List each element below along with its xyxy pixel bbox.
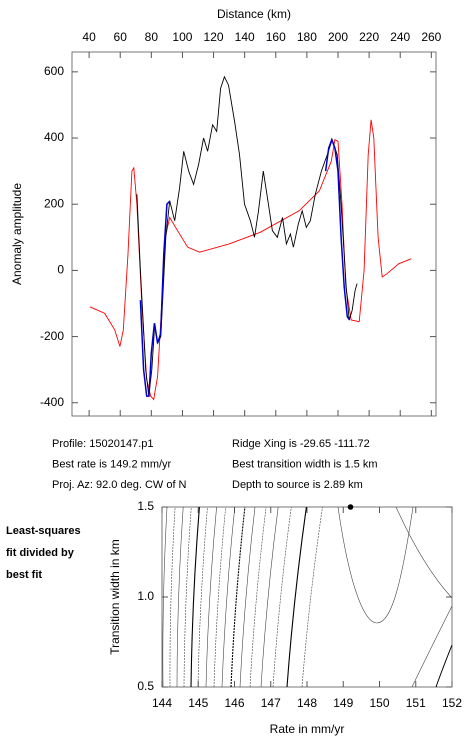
x-tick-label: 40 bbox=[82, 30, 96, 44]
x-tick-label: 140 bbox=[235, 30, 255, 44]
x-tick-label: 151 bbox=[406, 696, 426, 710]
data-line bbox=[324, 137, 351, 321]
x-tick-label: 100 bbox=[172, 30, 192, 44]
contour-line bbox=[169, 506, 176, 688]
x-tick-label: 160 bbox=[266, 30, 286, 44]
contour-line bbox=[435, 644, 453, 688]
annotation: Proj. Az: 92.0 deg. CW of N bbox=[52, 479, 187, 491]
data-line bbox=[139, 200, 171, 397]
y-tick-label: 200 bbox=[44, 196, 64, 210]
data-line bbox=[136, 75, 358, 397]
contour-line bbox=[197, 506, 208, 688]
x-tick-label: 150 bbox=[369, 696, 389, 710]
y-tick-label: -400 bbox=[40, 395, 64, 409]
contour-line bbox=[260, 506, 279, 688]
contour-line bbox=[272, 506, 292, 688]
annotation: Ridge Xing is -29.65 -111.72 bbox=[232, 438, 370, 450]
contour-line bbox=[190, 506, 200, 688]
x-axis-title: Distance (km) bbox=[217, 7, 291, 21]
contour-line bbox=[221, 506, 236, 688]
x-tick-label: 220 bbox=[359, 30, 379, 44]
contour-line bbox=[230, 506, 246, 688]
contour-line bbox=[162, 506, 168, 688]
x-tick-label: 144 bbox=[152, 696, 172, 710]
contour-line bbox=[213, 506, 226, 688]
contour-line bbox=[395, 506, 453, 599]
y-tick-label: 1.0 bbox=[137, 589, 154, 603]
x-axis-title: Rate in mm/yr bbox=[270, 722, 345, 736]
x-tick-label: 146 bbox=[224, 696, 244, 710]
contour-line bbox=[176, 506, 184, 688]
y-tick-label: 400 bbox=[44, 130, 64, 144]
x-tick-label: 60 bbox=[114, 30, 128, 44]
annotation: Least-squares bbox=[6, 525, 81, 537]
x-tick-label: 240 bbox=[390, 30, 410, 44]
contour-line bbox=[301, 506, 323, 688]
annotation: Profile: 15020147.p1 bbox=[52, 438, 154, 450]
y-tick-label: 1.5 bbox=[137, 499, 154, 513]
best-fit-marker bbox=[347, 504, 354, 510]
contour-line bbox=[411, 605, 453, 688]
x-tick-label: 80 bbox=[145, 30, 159, 44]
contour-line bbox=[337, 506, 414, 624]
annotation: Best rate is 149.2 mm/yr bbox=[52, 458, 172, 470]
top-frame bbox=[71, 51, 437, 417]
annotation: fit divided by bbox=[6, 547, 75, 559]
contour-line bbox=[183, 506, 192, 688]
y-axis-title: Anomaly amplitude bbox=[10, 183, 24, 285]
y-tick-label: 0 bbox=[57, 263, 64, 277]
x-tick-label: 180 bbox=[297, 30, 317, 44]
contour-line bbox=[249, 506, 267, 688]
contour-line bbox=[239, 506, 256, 688]
contour-line bbox=[286, 506, 307, 688]
x-tick-label: 200 bbox=[328, 30, 348, 44]
y-tick-label: -200 bbox=[40, 329, 64, 343]
x-tick-label: 260 bbox=[421, 30, 441, 44]
contour-line bbox=[205, 506, 217, 688]
data-line bbox=[89, 119, 412, 401]
y-tick-label: 600 bbox=[44, 64, 64, 78]
annotation: Best transition width is 1.5 km bbox=[232, 458, 378, 470]
x-tick-label: 120 bbox=[204, 30, 224, 44]
x-tick-label: 152 bbox=[442, 696, 462, 710]
x-tick-label: 145 bbox=[188, 696, 208, 710]
x-tick-label: 147 bbox=[261, 696, 281, 710]
x-tick-label: 149 bbox=[333, 696, 353, 710]
annotation: Depth to source is 2.89 km bbox=[232, 479, 363, 491]
annotation: best fit bbox=[6, 569, 42, 581]
y-axis-title: Transition width in km bbox=[108, 539, 122, 655]
y-tick-label: 0.5 bbox=[137, 679, 154, 693]
x-tick-label: 148 bbox=[297, 696, 317, 710]
